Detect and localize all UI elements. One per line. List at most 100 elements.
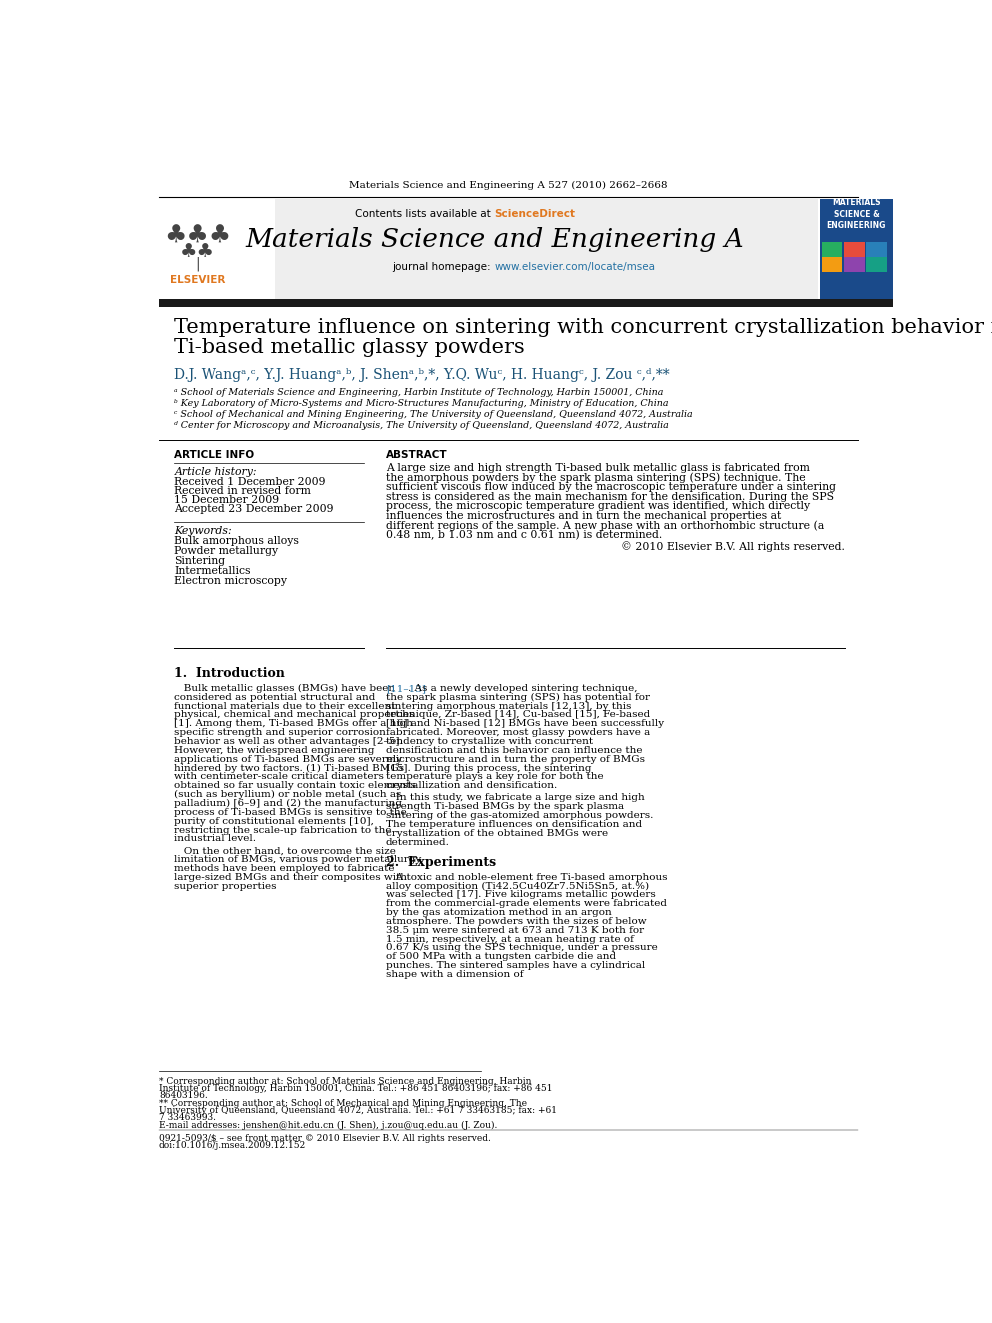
Text: physical, chemical and mechanical properties: physical, chemical and mechanical proper…: [175, 710, 415, 720]
Text: superior properties: superior properties: [175, 882, 277, 890]
Text: limitation of BMGs, various powder metallurgy: limitation of BMGs, various powder metal…: [175, 855, 422, 864]
Text: considered as potential structural and: considered as potential structural and: [175, 693, 376, 701]
Bar: [820, 198, 893, 299]
Bar: [866, 257, 888, 273]
Text: by the gas atomization method in an argon: by the gas atomization method in an argo…: [386, 908, 612, 917]
Text: influences the microstructures and in turn the mechanical properties at: influences the microstructures and in tu…: [386, 511, 782, 521]
Text: Accepted 23 December 2009: Accepted 23 December 2009: [175, 504, 334, 515]
Text: [15]. During this process, the sintering: [15]. During this process, the sintering: [386, 763, 591, 773]
Text: However, the widespread engineering: However, the widespread engineering: [175, 746, 375, 755]
Bar: [159, 198, 275, 299]
Text: technique, Zr-based [14], Cu-based [15], Fe-based: technique, Zr-based [14], Cu-based [15],…: [386, 710, 650, 720]
Text: microstructure and in turn the property of BMGs: microstructure and in turn the property …: [386, 754, 645, 763]
Text: * Corresponding author at: School of Materials Science and Engineering, Harbin: * Corresponding author at: School of Mat…: [159, 1077, 532, 1086]
Text: sintering of the gas-atomized amorphous powders.: sintering of the gas-atomized amorphous …: [386, 811, 654, 820]
Text: crystallization and densification.: crystallization and densification.: [386, 782, 558, 790]
Text: [1]. Among them, Ti-based BMGs offer a high: [1]. Among them, Ti-based BMGs offer a h…: [175, 720, 414, 729]
Text: fabricated. Moreover, most glassy powders have a: fabricated. Moreover, most glassy powder…: [386, 728, 650, 737]
Text: densification and this behavior can influence the: densification and this behavior can infl…: [386, 746, 643, 755]
Text: A large size and high strength Ti-based bulk metallic glass is fabricated from: A large size and high strength Ti-based …: [386, 463, 809, 472]
Text: journal homepage:: journal homepage:: [393, 262, 494, 271]
Text: ᵇ Key Laboratory of Micro-Systems and Micro-Structures Manufacturing, Ministry o: ᵇ Key Laboratory of Micro-Systems and Mi…: [175, 400, 669, 407]
Text: D.J. Wangᵃ,ᶜ, Y.J. Huangᵃ,ᵇ, J. Shenᵃ,ᵇ,*, Y.Q. Wuᶜ, H. Huangᶜ, J. Zou ᶜ,ᵈ,**: D.J. Wangᵃ,ᶜ, Y.J. Huangᵃ,ᵇ, J. Shenᵃ,ᵇ,…: [175, 368, 670, 382]
Text: atmosphere. The powders with the sizes of below: atmosphere. The powders with the sizes o…: [386, 917, 647, 926]
Text: behavior as well as other advantages [2–5].: behavior as well as other advantages [2–…: [175, 737, 403, 746]
Text: Sintering: Sintering: [175, 556, 225, 566]
Text: 1.5 min, respectively, at a mean heating rate of: 1.5 min, respectively, at a mean heating…: [386, 934, 634, 943]
Text: Keywords:: Keywords:: [175, 527, 232, 536]
Text: Received 1 December 2009: Received 1 December 2009: [175, 476, 326, 487]
Text: stress is considered as the main mechanism for the densification. During the SPS: stress is considered as the main mechani…: [386, 492, 834, 501]
Text: sufficient viscous flow induced by the macroscopic temperature under a sintering: sufficient viscous flow induced by the m…: [386, 482, 836, 492]
Text: . As a newly developed sintering technique,: . As a newly developed sintering techniq…: [409, 684, 638, 693]
Text: process, the microscopic temperature gradient was identified, which directly: process, the microscopic temperature gra…: [386, 501, 810, 512]
Text: 38.5 μm were sintered at 673 and 713 K both for: 38.5 μm were sintered at 673 and 713 K b…: [386, 926, 644, 934]
Text: methods have been employed to fabricate: methods have been employed to fabricate: [175, 864, 395, 873]
Text: Electron microscopy: Electron microscopy: [175, 576, 288, 586]
Text: obtained so far usually contain toxic elements: obtained so far usually contain toxic el…: [175, 782, 417, 790]
Text: was selected [17]. Five kilograms metallic powders: was selected [17]. Five kilograms metall…: [386, 890, 656, 900]
Text: process of Ti-based BMGs is sensitive to the: process of Ti-based BMGs is sensitive to…: [175, 808, 407, 816]
Text: Bulk amorphous alloys: Bulk amorphous alloys: [175, 536, 300, 546]
Text: ScienceDirect: ScienceDirect: [494, 209, 575, 220]
Text: Article history:: Article history:: [175, 467, 257, 476]
Text: In this study, we fabricate a large size and high: In this study, we fabricate a large size…: [386, 794, 645, 802]
Text: palladium) [6–9] and (2) the manufacturing: palladium) [6–9] and (2) the manufacturi…: [175, 799, 403, 808]
Text: ♣♣: ♣♣: [181, 242, 215, 261]
Bar: [844, 242, 865, 257]
Text: tendency to crystallize with concurrent: tendency to crystallize with concurrent: [386, 737, 593, 746]
Text: specific strength and superior corrosion: specific strength and superior corrosion: [175, 728, 386, 737]
Text: hindered by two factors. (1) Ti-based BMGs: hindered by two factors. (1) Ti-based BM…: [175, 763, 405, 773]
Text: (such as beryllium) or noble metal (such as: (such as beryllium) or noble metal (such…: [175, 790, 402, 799]
Bar: [866, 242, 888, 257]
Text: strength Ti-based BMGs by the spark plasma: strength Ti-based BMGs by the spark plas…: [386, 802, 624, 811]
Text: from the commercial-grade elements were fabricated: from the commercial-grade elements were …: [386, 900, 667, 908]
Text: 0.67 K/s using the SPS technique, under a pressure: 0.67 K/s using the SPS technique, under …: [386, 943, 658, 953]
Text: with centimeter-scale critical diameters: with centimeter-scale critical diameters: [175, 773, 384, 782]
Text: 2.  Experiments: 2. Experiments: [386, 856, 496, 869]
Text: large-sized BMGs and their composites with: large-sized BMGs and their composites wi…: [175, 873, 408, 882]
Text: Bulk metallic glasses (BMGs) have been: Bulk metallic glasses (BMGs) have been: [175, 684, 396, 693]
Text: ᵈ Center for Microscopy and Microanalysis, The University of Queensland, Queensl: ᵈ Center for Microscopy and Microanalysi…: [175, 421, 670, 430]
Text: The temperature influences on densification and: The temperature influences on densificat…: [386, 820, 642, 828]
Text: A toxic and noble-element free Ti-based amorphous: A toxic and noble-element free Ti-based …: [386, 873, 668, 881]
Text: punches. The sintered samples have a cylindrical: punches. The sintered samples have a cyl…: [386, 960, 645, 970]
Text: Materials Science and Engineering A 527 (2010) 2662–2668: Materials Science and Engineering A 527 …: [349, 181, 668, 191]
Text: ᶜ School of Mechanical and Mining Engineering, The University of Queensland, Que: ᶜ School of Mechanical and Mining Engine…: [175, 410, 693, 419]
Text: Contents lists available at: Contents lists available at: [355, 209, 494, 220]
Text: |: |: [195, 257, 200, 271]
Text: Ti-based metallic glassy powders: Ti-based metallic glassy powders: [175, 339, 525, 357]
Text: www.elsevier.com/locate/msea: www.elsevier.com/locate/msea: [494, 262, 656, 271]
Bar: [159, 198, 817, 299]
Text: Temperature influence on sintering with concurrent crystallization behavior in: Temperature influence on sintering with …: [175, 318, 992, 337]
Text: applications of Ti-based BMGs are severely: applications of Ti-based BMGs are severe…: [175, 754, 403, 763]
Text: different regions of the sample. A new phase with an orthorhombic structure (a: different regions of the sample. A new p…: [386, 521, 824, 532]
Text: © 2010 Elsevier B.V. All rights reserved.: © 2010 Elsevier B.V. All rights reserved…: [621, 541, 845, 552]
Text: MATERIALS
SCIENCE &
ENGINEERING: MATERIALS SCIENCE & ENGINEERING: [826, 198, 886, 230]
Text: Powder metallurgy: Powder metallurgy: [175, 546, 279, 556]
Text: alloy composition (Ti42.5Cu40Zr7.5Ni5Sn5, at.%): alloy composition (Ti42.5Cu40Zr7.5Ni5Sn5…: [386, 881, 649, 890]
Text: University of Queensland, Queensland 4072, Australia. Tel.: +61 7 33463185; fax:: University of Queensland, Queensland 407…: [159, 1106, 557, 1115]
Text: determined.: determined.: [386, 837, 449, 847]
Text: ** Corresponding author at: School of Mechanical and Mining Engineering, The: ** Corresponding author at: School of Me…: [159, 1099, 527, 1107]
Bar: [821, 257, 842, 273]
Text: 7 33463993.: 7 33463993.: [159, 1113, 216, 1122]
Bar: [844, 257, 865, 273]
Text: temperature plays a key role for both the: temperature plays a key role for both th…: [386, 773, 603, 782]
Text: Intermetallics: Intermetallics: [175, 566, 251, 576]
Text: the spark plasma sintering (SPS) has potential for: the spark plasma sintering (SPS) has pot…: [386, 693, 650, 703]
Text: 0.48 nm, b 1.03 nm and c 0.61 nm) is determined.: 0.48 nm, b 1.03 nm and c 0.61 nm) is det…: [386, 531, 663, 541]
Text: the amorphous powders by the spark plasma sintering (SPS) technique. The: the amorphous powders by the spark plasm…: [386, 472, 806, 483]
Text: purity of constitutional elements [10],: purity of constitutional elements [10],: [175, 816, 374, 826]
Bar: [159, 299, 893, 307]
Text: functional materials due to their excellent: functional materials due to their excell…: [175, 701, 396, 710]
Text: Materials Science and Engineering A: Materials Science and Engineering A: [245, 228, 744, 253]
Text: E-mail addresses: jenshen@hit.edu.cn (J. Shen), j.zou@uq.edu.au (J. Zou).: E-mail addresses: jenshen@hit.edu.cn (J.…: [159, 1121, 497, 1130]
Text: 86403196.: 86403196.: [159, 1091, 207, 1101]
Text: Received in revised form: Received in revised form: [175, 486, 311, 496]
Text: 1.  Introduction: 1. Introduction: [175, 667, 286, 680]
Text: ARTICLE INFO: ARTICLE INFO: [175, 450, 255, 460]
Bar: [821, 242, 842, 257]
Text: of 500 MPa with a tungsten carbide die and: of 500 MPa with a tungsten carbide die a…: [386, 953, 616, 962]
Text: restricting the scale-up fabrication to the: restricting the scale-up fabrication to …: [175, 826, 392, 835]
